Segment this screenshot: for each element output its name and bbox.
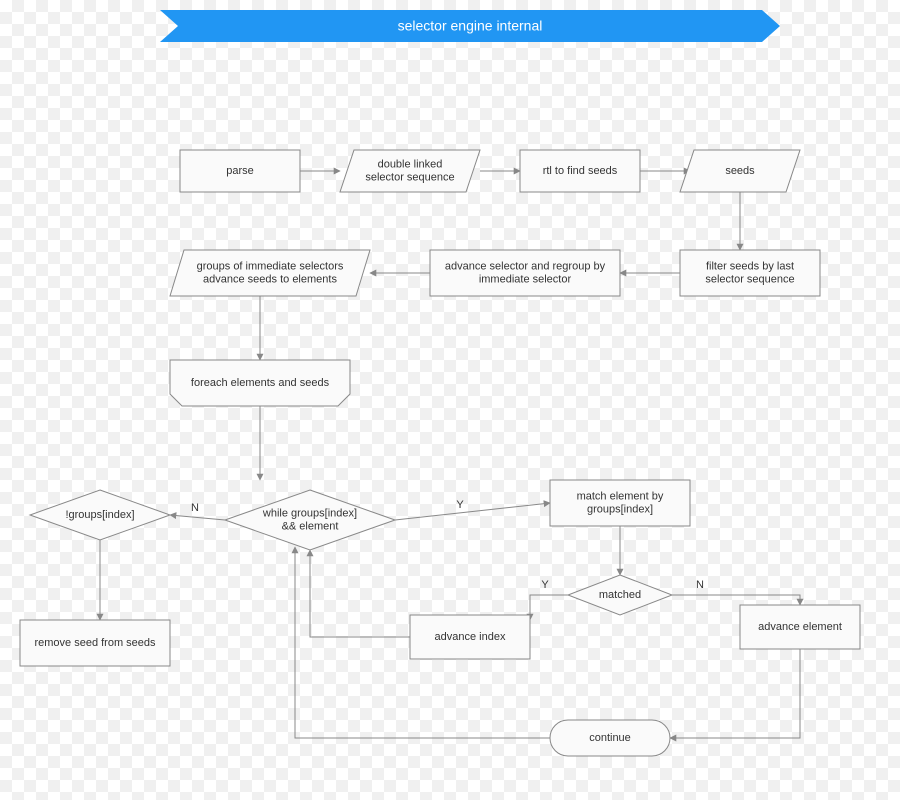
node-text-dls-0: double linked [378,158,443,170]
node-text-filter-1: selector sequence [705,273,794,285]
node-text-while-0: while groups[index] [262,507,357,519]
edge-9 [395,503,550,520]
node-adv_sel: advance selector and regroup byimmediate… [430,250,620,296]
node-foreach: foreach elements and seeds [170,360,350,406]
node-text-adv_sel-1: immediate selector [479,273,572,285]
node-text-continue-0: continue [589,732,631,744]
node-filter: filter seeds by lastselector sequence [680,250,820,296]
edge-12 [530,595,568,620]
node-dls: double linkedselector sequence [340,150,480,192]
node-text-groups-0: groups of immediate selectors [197,260,344,272]
flowchart-svg: selector engine internal N Y Y Nparse double … [0,0,900,800]
node-text-notgroups-0: !groups[index] [65,509,134,521]
edge-15 [670,649,800,738]
node-match: match element bygroups[index] [550,480,690,526]
node-notgroups: !groups[index] [30,490,170,540]
node-text-filter-0: filter seeds by last [706,260,794,272]
node-text-rtl-0: rtl to find seeds [543,165,618,177]
node-adv_elem: advance element [740,605,860,649]
node-text-match-0: match element by [577,490,664,502]
node-groups: groups of immediate selectorsadvance see… [170,250,370,296]
node-text-parse-0: parse [226,165,254,177]
node-text-seeds-0: seeds [725,165,755,177]
node-text-match-1: groups[index] [587,503,653,515]
node-text-adv_sel-0: advance selector and regroup by [445,260,606,272]
node-rtl: rtl to find seeds [520,150,640,192]
node-continue: continue [550,720,670,756]
node-parse: parse [180,150,300,192]
edge-label-8: N [191,502,199,514]
node-text-adv_idx-0: advance index [435,631,506,643]
title-text: selector engine internal [398,18,543,34]
node-adv_idx: advance index [410,615,530,659]
node-text-matched-0: matched [599,589,641,601]
node-seeds: seeds [680,150,800,192]
edge-13 [672,595,800,605]
node-text-foreach-0: foreach elements and seeds [191,377,330,389]
node-while: while groups[index]&& element [225,490,395,550]
node-text-adv_elem-0: advance element [758,621,842,633]
edge-label-9: Y [456,499,464,511]
node-matched: matched [568,575,672,615]
node-text-while-1: && element [282,520,339,532]
node-text-groups-1: advance seeds to elements [203,273,337,285]
flowchart-canvas: selector engine internal N Y Y Nparse double … [0,0,900,800]
node-remove: remove seed from seeds [20,620,170,666]
edge-label-13: N [696,579,704,591]
edge-14 [310,550,410,637]
edge-label-12: Y [541,579,549,591]
node-text-dls-1: selector sequence [365,171,454,183]
node-text-remove-0: remove seed from seeds [34,637,156,649]
edge-8 [170,515,225,520]
